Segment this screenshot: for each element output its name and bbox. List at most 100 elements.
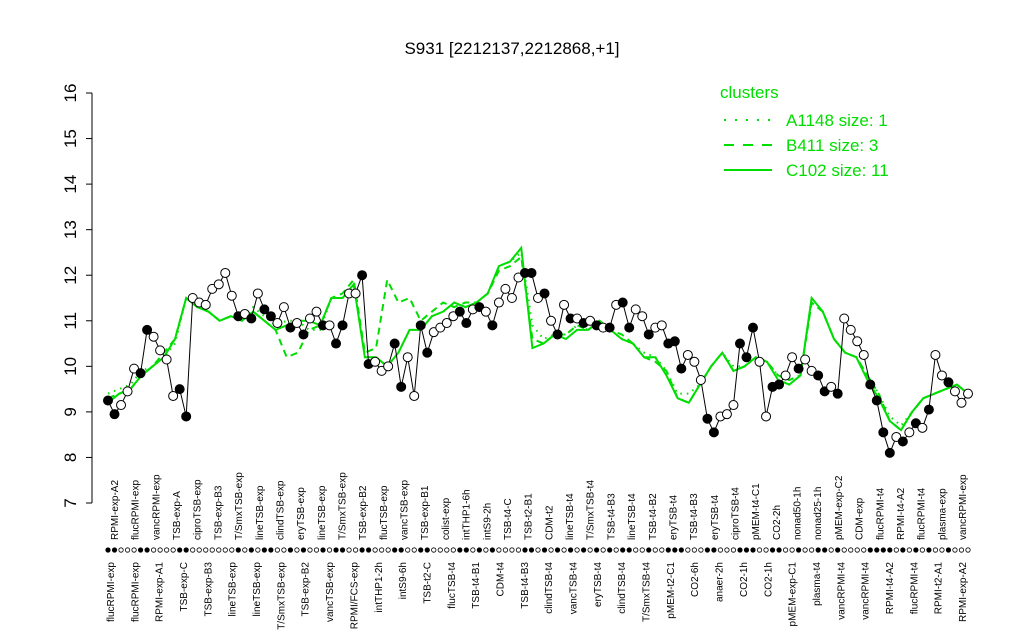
cluster-line-a1148 (107, 250, 969, 427)
y-tick-label: 14 (61, 175, 80, 194)
data-point (604, 322, 615, 333)
legend-title: clusters (720, 83, 779, 102)
x-tick-label-top: lineTSB-t4 (627, 493, 638, 540)
data-point (291, 318, 302, 329)
data-point (669, 336, 680, 347)
rug-mark (405, 547, 411, 553)
x-tick-label-bottom: TSB-exp-B2 (301, 562, 312, 617)
x-tick-label-bottom: TSB-exp-C (179, 562, 190, 611)
data-point (676, 363, 687, 374)
rug-mark (672, 547, 678, 553)
data-point (331, 338, 342, 349)
data-point (109, 409, 120, 420)
data-point (272, 318, 283, 329)
rug-mark (203, 547, 209, 553)
rug-mark (691, 547, 697, 553)
data-point (656, 320, 667, 331)
data-point (702, 413, 713, 424)
data-point (956, 397, 967, 408)
x-tick-label-bottom: flucRPMI-exp (106, 562, 117, 622)
rug-mark (366, 547, 372, 553)
x-tick-label-bottom: plasma-t4 (812, 562, 823, 606)
rug-mark (242, 547, 248, 553)
data-point (930, 349, 941, 360)
data-point (871, 395, 882, 406)
data-point (865, 379, 876, 390)
rug-mark (541, 547, 548, 553)
x-tick-label-top: TSB-t4-B2 (648, 493, 659, 540)
data-point (845, 324, 856, 335)
data-point (617, 297, 628, 308)
x-tick-label-top: TSB-t2-B1 (524, 493, 535, 540)
rug-mark (789, 547, 795, 553)
legend-label: B411 size: 3 (786, 136, 878, 155)
rug-mark (776, 547, 782, 553)
rug-mark (157, 547, 163, 553)
rug-mark (743, 547, 750, 553)
x-tick-label-bottom: vancRPMI-t4 (836, 562, 847, 620)
rug-mark (229, 547, 235, 553)
x-tick-label-top: TSB-exp-B3 (213, 485, 224, 540)
rug-mark (124, 547, 131, 553)
data-point (148, 331, 159, 342)
data-point (682, 349, 693, 360)
rug-mark (151, 547, 157, 553)
rug-mark (144, 547, 150, 553)
y-tick-label: 10 (61, 357, 80, 376)
data-point (168, 390, 179, 401)
rug-mark (665, 547, 671, 553)
x-tick-label-top: TSB-exp-A (172, 491, 183, 540)
rug-mark (326, 547, 333, 553)
rug-mark (782, 547, 789, 553)
x-tick-label-bottom: clindTSB-t4 (617, 562, 628, 614)
x-tick-label-bottom: lineTSB-exp (252, 562, 263, 617)
data-point (304, 313, 315, 324)
data-point (748, 322, 758, 333)
x-tick-label-top: eryTSB-exp (296, 487, 307, 540)
rug-mark (626, 547, 632, 553)
rug-mark (528, 547, 535, 553)
x-tick-label-bottom: RPMI-exp-A2 (958, 562, 969, 622)
rug-mark (418, 547, 424, 553)
rug-mark (594, 547, 600, 553)
rug-mark (639, 547, 645, 553)
data-point (559, 299, 570, 310)
data-point (461, 318, 472, 329)
x-tick-label-bottom: CO2-1h (739, 562, 750, 597)
rug-mark (496, 547, 502, 553)
rug-mark (450, 547, 456, 553)
rug-mark (835, 547, 841, 553)
x-tick-label-bottom: CDM-t4 (495, 562, 506, 597)
data-point (389, 338, 400, 349)
data-point (630, 304, 641, 315)
data-point (884, 447, 895, 458)
x-tick-label-bottom: TSB-t4-B3 (520, 562, 531, 609)
data-point (800, 354, 811, 365)
rug-mark (209, 547, 215, 553)
x-tick-label-bottom: flucRPMI-t4 (909, 562, 920, 615)
x-tick-label-top: eryTSB-t4 (710, 495, 721, 540)
rug-mark (763, 547, 769, 553)
rug-mark (730, 547, 737, 553)
data-point (116, 400, 127, 411)
rug-mark (313, 547, 320, 553)
rug-mark (300, 547, 307, 553)
rug-mark (287, 547, 294, 553)
rug-mark (346, 547, 352, 553)
data-point (226, 290, 237, 301)
data-point (415, 320, 426, 331)
data-point (181, 411, 192, 422)
x-tick-label-bottom: RPMI/FCS-exp (349, 562, 360, 630)
data-point (441, 318, 452, 329)
y-axis: 7 8 9 10 11 12 13 14 15 16 (61, 84, 93, 508)
rug-mark (398, 547, 404, 553)
data-point (897, 436, 908, 447)
data-point (761, 411, 772, 422)
rug-mark (333, 547, 339, 553)
rug-mark (926, 547, 932, 553)
data-point (142, 324, 153, 335)
data-point (252, 288, 263, 299)
rug-mark (424, 547, 430, 553)
rug-mark (137, 547, 144, 553)
x-tick-label-bottom: intTHP1-2h (374, 562, 385, 613)
